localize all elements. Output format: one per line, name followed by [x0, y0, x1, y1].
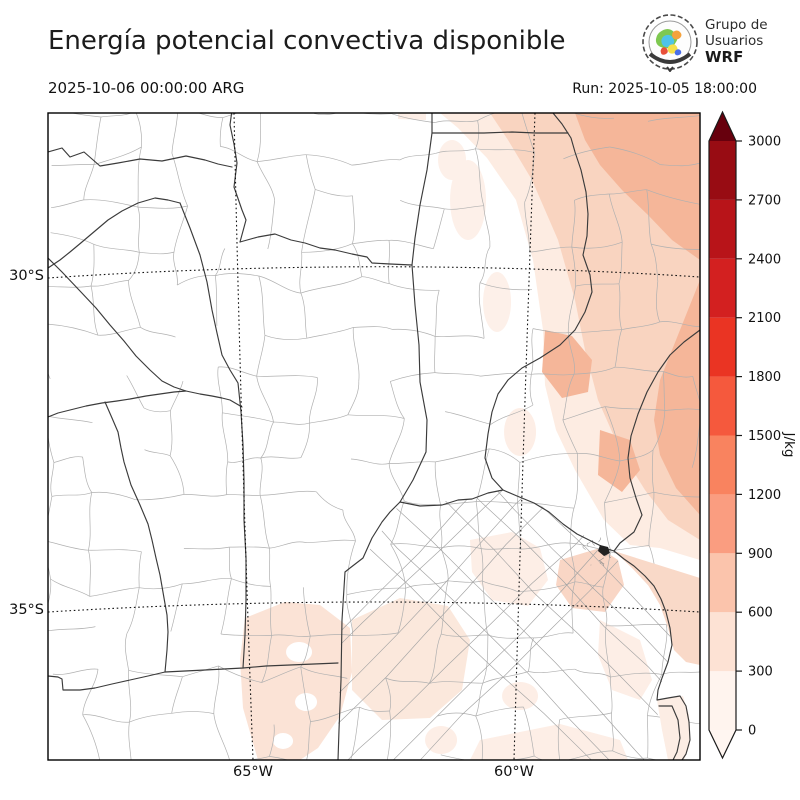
colorbar-tick-1500: 1500: [748, 429, 781, 444]
valid-time-label: 2025-10-06 00:00:00 ARG: [48, 79, 245, 97]
logo-line-2: Usuarios: [705, 32, 764, 49]
lon-tick-65w: 65°W: [232, 764, 274, 780]
logo-text: Grupo de Usuarios WRF: [705, 18, 768, 65]
map-frame: [47, 112, 701, 761]
wrf-users-group-logo: Grupo de Usuarios WRF: [640, 12, 768, 72]
globe-emblem-icon: [642, 14, 698, 72]
graticule-layer: [48, 113, 700, 760]
colorbar-tick-300: 300: [748, 665, 773, 680]
colorbar-tick-0: 0: [748, 724, 756, 739]
colorbar: 0 300 600 900 1200 1500 1800 2100 2400 2700 3000 J/…: [708, 110, 797, 760]
logo-line-3: WRF: [705, 47, 744, 66]
cape-shading-layer: [240, 113, 700, 760]
lat-tick-35s: 35°S: [9, 602, 44, 618]
run-time-label: Run: 2025-10-05 18:00:00: [572, 81, 757, 97]
colorbar-tick-600: 600: [748, 606, 773, 621]
colorbar-tick-900: 900: [748, 547, 773, 562]
colorbar-tick-1200: 1200: [748, 488, 781, 503]
sea-layer: [614, 551, 700, 760]
lon-tick-60w: 60°W: [493, 764, 535, 780]
colorbar-tick-1800: 1800: [748, 370, 781, 385]
colorbar-unit-label: J/kg: [781, 432, 797, 458]
lat-tick-30s: 30°S: [9, 268, 44, 284]
colorbar-tick-3000: 3000: [748, 135, 781, 150]
colorbar-tick-2400: 2400: [748, 252, 781, 267]
colorbar-tick-2100: 2100: [748, 311, 781, 326]
logo-line-1: Grupo de: [705, 17, 768, 34]
page-title: Energía potencial convectiva disponible: [48, 26, 566, 56]
province-boundaries-layer: [48, 113, 700, 760]
colorbar-tick-2700: 2700: [748, 193, 781, 208]
